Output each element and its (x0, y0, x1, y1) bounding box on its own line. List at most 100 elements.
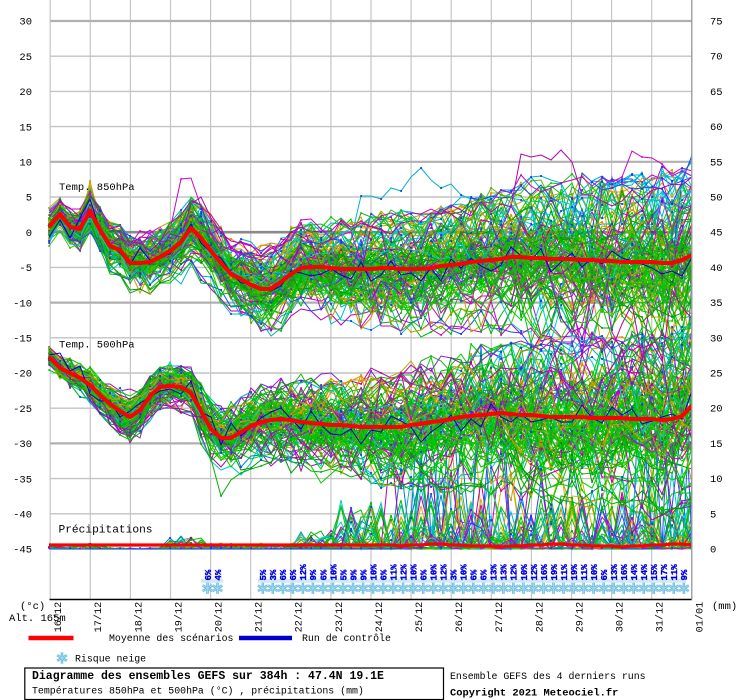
svg-text:9%: 9% (309, 569, 319, 580)
svg-text:11%: 11% (580, 564, 590, 581)
svg-text:(°c): (°c) (20, 601, 45, 613)
svg-text:9%: 9% (359, 569, 369, 580)
svg-text:24/12: 24/12 (374, 602, 386, 633)
svg-text:26/12: 26/12 (454, 602, 466, 633)
svg-text:10%: 10% (430, 564, 440, 581)
svg-text:9%: 9% (680, 569, 690, 580)
svg-text:Températures 850hPa et 500hPa: Températures 850hPa et 500hPa (°C) , pré… (32, 686, 364, 697)
svg-text:(mm): (mm) (712, 601, 737, 613)
svg-text:25: 25 (19, 52, 32, 64)
svg-text:75: 75 (710, 17, 723, 29)
svg-text:6%: 6% (279, 569, 289, 580)
svg-text:4%: 4% (214, 569, 224, 580)
svg-text:-15: -15 (13, 334, 32, 346)
svg-text:19%: 19% (550, 564, 560, 581)
svg-text:9%: 9% (349, 569, 359, 580)
svg-text:Copyright 2021 Meteociel.fr: Copyright 2021 Meteociel.fr (450, 688, 618, 700)
svg-text:18/12: 18/12 (133, 602, 145, 633)
svg-text:-30: -30 (13, 439, 32, 451)
svg-text:14%: 14% (640, 564, 650, 581)
svg-text:19/12: 19/12 (173, 602, 185, 633)
svg-text:6%: 6% (470, 569, 480, 580)
svg-text:27/12: 27/12 (494, 602, 506, 633)
svg-text:3%: 3% (450, 569, 460, 580)
svg-text:60: 60 (710, 122, 723, 134)
svg-text:Risque neige: Risque neige (75, 654, 146, 665)
svg-text:65: 65 (710, 87, 723, 99)
svg-text:12%: 12% (440, 564, 450, 581)
svg-text:-5: -5 (19, 263, 32, 275)
svg-text:10%: 10% (410, 564, 420, 581)
svg-text:70: 70 (710, 52, 723, 64)
svg-text:0: 0 (26, 228, 32, 240)
svg-text:-45: -45 (13, 545, 32, 557)
svg-text:12%: 12% (299, 564, 309, 581)
svg-text:35: 35 (710, 298, 723, 310)
svg-text:15: 15 (710, 439, 723, 451)
svg-text:-20: -20 (13, 369, 32, 381)
svg-text:10%: 10% (329, 564, 339, 581)
svg-text:17/12: 17/12 (93, 602, 105, 633)
svg-text:6%: 6% (480, 569, 490, 580)
svg-text:15: 15 (19, 122, 32, 134)
svg-text:21/12: 21/12 (254, 602, 266, 633)
svg-text:-40: -40 (13, 510, 32, 522)
svg-text:13%: 13% (490, 564, 500, 581)
svg-text:10: 10 (710, 474, 723, 486)
svg-text:5%: 5% (339, 569, 349, 580)
svg-text:6%: 6% (379, 569, 389, 580)
svg-text:19%: 19% (570, 564, 580, 581)
svg-text:11%: 11% (389, 564, 399, 581)
svg-text:10%: 10% (590, 564, 600, 581)
svg-text:0: 0 (710, 545, 716, 557)
svg-text:10%: 10% (520, 564, 530, 581)
svg-text:12%: 12% (530, 564, 540, 581)
svg-text:45: 45 (710, 228, 723, 240)
svg-text:20: 20 (19, 87, 32, 99)
svg-text:10%: 10% (460, 564, 470, 581)
svg-text:Alt. 165m: Alt. 165m (9, 613, 66, 625)
svg-text:6%: 6% (420, 569, 430, 580)
svg-text:40: 40 (710, 263, 723, 275)
svg-text:29/12: 29/12 (574, 602, 586, 633)
svg-text:31/12: 31/12 (655, 602, 667, 633)
svg-text:11%: 11% (670, 564, 680, 581)
svg-text:30/12: 30/12 (615, 602, 627, 633)
svg-text:Temp. 500hPa: Temp. 500hPa (59, 340, 135, 352)
svg-text:16%: 16% (620, 564, 630, 581)
svg-text:30: 30 (19, 17, 32, 29)
svg-text:6%: 6% (204, 569, 214, 580)
svg-text:-10: -10 (13, 298, 32, 310)
svg-text:16%: 16% (540, 564, 550, 581)
svg-text:20: 20 (710, 404, 723, 416)
svg-text:12%: 12% (510, 564, 520, 581)
svg-text:5: 5 (710, 509, 716, 521)
svg-text:Précipitations: Précipitations (59, 525, 153, 537)
svg-text:5: 5 (26, 193, 32, 205)
svg-text:20/12: 20/12 (214, 602, 226, 633)
svg-text:23/12: 23/12 (334, 602, 346, 633)
svg-text:-35: -35 (13, 474, 32, 486)
svg-text:6%: 6% (289, 569, 299, 580)
svg-text:16/12: 16/12 (53, 602, 65, 633)
svg-text:17%: 17% (660, 564, 670, 581)
svg-text:6%: 6% (600, 569, 610, 580)
svg-text:13%: 13% (610, 564, 620, 581)
svg-text:10: 10 (19, 158, 32, 170)
svg-text:Ensemble GEFS des 4 derniers r: Ensemble GEFS des 4 derniers runs (450, 671, 646, 682)
svg-text:10%: 10% (369, 564, 379, 581)
svg-text:12%: 12% (399, 564, 409, 581)
svg-text:6%: 6% (319, 569, 329, 580)
svg-text:22/12: 22/12 (294, 602, 306, 633)
svg-text:30: 30 (710, 333, 723, 345)
svg-text:01/01: 01/01 (695, 602, 707, 633)
svg-text:25: 25 (710, 369, 723, 381)
svg-text:55: 55 (710, 157, 723, 169)
svg-text:5%: 5% (259, 569, 269, 580)
svg-text:50: 50 (710, 193, 723, 205)
svg-text:Run de contrôle: Run de contrôle (302, 633, 391, 644)
svg-text:14%: 14% (630, 564, 640, 581)
svg-text:3%: 3% (269, 569, 279, 580)
svg-text:Diagramme des ensembles GEFS s: Diagramme des ensembles GEFS sur 384h : … (32, 670, 384, 683)
svg-text:Temp. 850hPa: Temp. 850hPa (59, 182, 135, 194)
